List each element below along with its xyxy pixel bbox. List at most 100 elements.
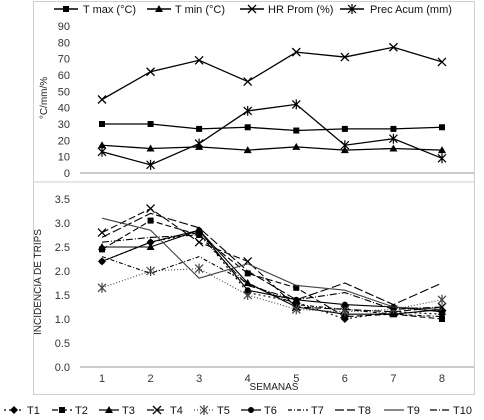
bottom-series-T2-point [244,270,251,277]
legend-item-T2: T2 [52,405,88,417]
legend-label-T6: T6 [264,405,277,417]
legend-marker-T6 [248,407,254,413]
legend-label-T4: T4 [170,405,183,417]
top-y-tick-label: 0 [64,168,70,180]
legend-item-T5: T5 [194,405,230,417]
bottom-series-T4-point [194,237,204,247]
top-series-3-point [437,57,447,67]
top-series-3-point [243,77,253,86]
bottom-y-tick-label: 2.0 [55,266,70,278]
top-y-tick-label: 30 [58,119,70,131]
bottom-series-T2-point [147,217,154,224]
x-tick-label: 6 [342,373,348,385]
legend-label-prec: Prec Acum (mm) [370,4,452,16]
legend-item-tmax: T max (°C) [54,4,136,16]
top-y-tick-label: 80 [58,37,70,49]
top-y-axis-label: °C/mm/% [39,77,50,119]
legend-label-T7: T7 [311,405,324,417]
legend-item-tmin: T min (°C) [147,4,225,16]
top-y-tick-label: 50 [58,86,70,98]
top-series-4-point [146,159,155,170]
top-series-1-point [390,125,397,132]
top-series-4-point [388,133,398,144]
legend-marker-T2 [59,407,65,413]
top-y-tick-label: 10 [58,152,70,164]
bottom-y-tick-label: 0.0 [55,362,70,374]
bottom-series-T3-point [243,279,252,286]
top-series-2-point [389,144,398,152]
top-series-4-point [97,146,107,157]
top-series-3-point [388,42,398,52]
legend-label-hr: HR Prom (%) [268,4,333,16]
plot-area: 0 10 20 30 40 50 60 70 80 90 0.0 0.5 1.0 1.5 2.0 2.5 3.0… [55,21,474,385]
x-tick-label: 4 [245,373,251,385]
bottom-series-line-T6 [101,229,443,313]
top-series-3-point [291,47,301,57]
x-tick-label: 7 [390,373,396,385]
legend-marker-tmax [63,6,69,12]
top-series-line-1 [102,123,443,132]
bottom-series-T6-point [196,227,203,234]
legend-item-prec: Prec Acum (mm) [340,4,452,16]
top-series-3-point [340,52,350,62]
bottom-series-T3-point [98,243,106,250]
legend-label-tmin: T min (°C) [175,4,225,16]
top-legend: T max (°C) T min (°C) HR Prom (%) Prec A… [54,4,452,16]
bottom-y-axis-label: INCIDENCIA DE TRIPS [33,229,44,335]
legend-label-T9: T9 [407,405,420,417]
bottom-y-tick-label: 0.5 [55,338,70,350]
legend-item-T4: T4 [147,405,183,417]
legend-label-T8: T8 [358,405,371,417]
bottom-series-T6-point [244,287,251,294]
legend-label-T2: T2 [75,405,88,417]
bottom-series-T6-point [341,301,348,308]
top-series-2-point [243,146,252,154]
legend-item-T7: T7 [288,405,324,417]
top-series-4-point [194,138,204,149]
top-series-line-2 [101,144,443,151]
legend-item-T10: T10 [430,405,472,417]
legend-marker-tmin [155,5,163,12]
bottom-series-T3-point [146,243,155,250]
top-series-line-3 [101,46,443,101]
top-series-line-4 [101,103,443,166]
legend-item-T3: T3 [99,405,135,417]
bottom-y-tick-label: 1.5 [55,290,70,302]
legend-marker-T3 [105,406,113,413]
legend-label-T3: T3 [122,405,135,417]
legend-item-hr: HR Prom (%) [240,4,333,16]
top-series-2-point [437,146,446,154]
top-series-2-point [292,142,301,150]
bottom-legend: T1 T2 T3 T4 T5 T6 T7 T8 T9 T10 [4,405,472,417]
bottom-series-T6-point [147,239,154,246]
x-tick-label: 3 [196,373,202,385]
top-series-2-point [98,141,106,149]
legend-marker-T5 [199,405,209,415]
top-series-4-point [291,99,301,110]
legend-label-tmax: T max (°C) [83,4,136,16]
top-series-3-point [146,67,156,77]
bottom-series-T5-point [97,282,107,293]
x-tick-label: 1 [99,373,105,385]
bottom-y-tick-label: 3.0 [55,218,70,230]
top-series-4-point [243,105,253,116]
bottom-series-T4-point [146,204,156,214]
bottom-series-line-T9 [101,217,443,310]
top-series-1-point [196,125,203,132]
legend-item-T6: T6 [241,405,277,417]
legend-marker-T4 [152,405,162,415]
bottom-y-tick-label: 2.5 [55,242,70,254]
top-y-tick-label: 70 [58,54,70,66]
bottom-series-T5-point [194,263,204,274]
top-series-3-point [194,55,204,65]
bottom-series-T2-point [438,316,445,322]
x-tick-label: 2 [148,373,154,385]
bottom-y-tick-label: 1.0 [55,314,70,326]
legend-marker-prec [347,4,357,14]
legend-label-T1: T1 [27,405,40,417]
top-series-2-point [146,144,155,152]
bottom-series-line-T8 [101,212,443,306]
legend-item-T9: T9 [384,405,420,417]
bottom-series-T2-point [293,284,300,291]
